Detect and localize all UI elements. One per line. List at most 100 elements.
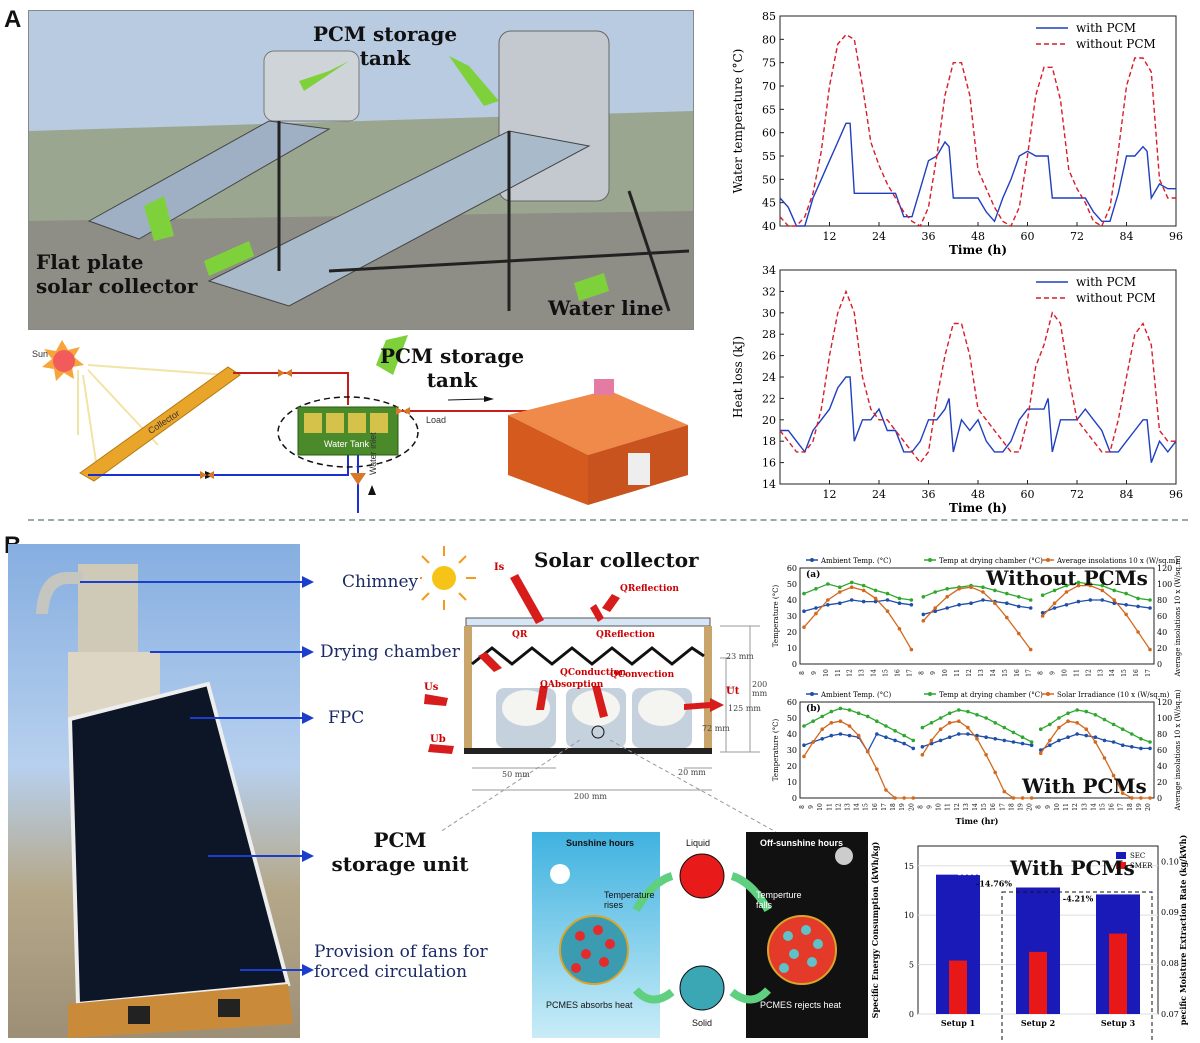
x-tick-label: 18	[1008, 803, 1015, 811]
data-point	[1136, 604, 1140, 609]
x-tick-label: 16	[1109, 803, 1116, 811]
data-point	[929, 738, 934, 743]
x-tick-label: 10	[942, 669, 949, 677]
data-point	[820, 737, 825, 741]
x-tick-label: 17	[999, 803, 1006, 811]
data-point	[1040, 614, 1045, 618]
x-tick-label: 96	[1169, 488, 1183, 501]
schematic-pcm-tank-label: PCM storage tank	[372, 344, 532, 392]
data-point	[933, 590, 938, 594]
legend-entry: without PCM	[1076, 37, 1156, 51]
data-point	[1111, 722, 1116, 727]
data-point	[820, 714, 825, 719]
data-point	[847, 733, 852, 738]
data-point	[1111, 773, 1116, 778]
data-point	[873, 599, 878, 604]
y-tick-label: 0	[792, 794, 797, 803]
schematic-diagram	[42, 335, 688, 513]
y-tick-label: 28	[762, 328, 776, 341]
x-tick-label: 84	[1120, 230, 1134, 243]
label-qreflection: QReflection	[596, 630, 655, 640]
cross-section-drawing	[412, 546, 777, 833]
data-point	[802, 743, 806, 747]
y-tick-label: 80	[762, 33, 776, 46]
y-tick-label: 22	[762, 392, 776, 405]
data-point	[993, 721, 998, 725]
data-point	[938, 716, 943, 720]
sec-smer-bar-chart: 0 5 10 15 0.07 0.08 0.09 0.10 Specific Energy Co…	[870, 835, 1188, 1040]
data-point	[1029, 740, 1034, 744]
x-tick-label: 15	[981, 803, 988, 811]
data-point	[1029, 743, 1034, 747]
x-tick-label: 10	[823, 669, 830, 677]
data-point	[1084, 733, 1089, 738]
data-point	[966, 732, 970, 736]
y2-axis-label: Average insolations 10 x (W/sq.m)	[1174, 690, 1182, 812]
data-point	[1066, 711, 1070, 715]
data-point	[957, 603, 961, 607]
series-line-without-pcm	[779, 289, 1176, 464]
data-point	[1052, 588, 1057, 593]
collector-cross-section: Solar collector Is QReflection QR QRefle…	[412, 538, 780, 834]
y2-tick-label: 80	[1157, 730, 1167, 739]
legend-entry: Ambient Temp. (°C)	[820, 557, 892, 565]
data-point	[993, 737, 998, 741]
x-tick-label: 8	[918, 671, 925, 675]
data-point	[875, 767, 879, 771]
with-pcms-label-1: With PCMs	[1022, 774, 1147, 798]
data-point	[945, 587, 949, 591]
x-tick-label: 8	[1038, 671, 1045, 675]
data-point	[1075, 708, 1079, 712]
y-tick-label: 40	[762, 220, 776, 233]
data-point	[814, 587, 818, 591]
data-point	[1048, 722, 1052, 727]
data-point	[829, 709, 834, 714]
data-point	[826, 603, 830, 607]
x-tick-label: 14	[972, 803, 979, 811]
data-point	[1093, 740, 1098, 744]
y-axis-label: Temperature (°C)	[772, 719, 780, 782]
data-point	[984, 735, 988, 739]
x-tick-label: 13	[1097, 669, 1104, 677]
x-tick-label: 12	[823, 230, 837, 243]
x-tick-label: 12	[954, 803, 961, 811]
data-point	[1005, 615, 1009, 620]
y-tick-label: 14	[762, 478, 776, 491]
collector-label-line1: Flat plate	[36, 250, 144, 274]
x-tick-label: 18	[1127, 803, 1134, 811]
x-tick-label: 17	[1145, 669, 1152, 677]
data-point	[838, 719, 843, 723]
y-tick-label: 60	[787, 698, 797, 707]
data-point	[1028, 598, 1033, 602]
data-point	[1016, 595, 1021, 599]
data-point	[1040, 611, 1045, 615]
y2-tick-label: 80	[1157, 596, 1167, 605]
solar-dryer-photo	[8, 544, 300, 1038]
data-point	[909, 647, 914, 652]
data-point	[875, 732, 879, 736]
series-line-with-pcm	[779, 122, 1176, 227]
x-tick-label: 9	[1045, 805, 1052, 809]
data-point	[1084, 727, 1089, 731]
data-point	[1048, 738, 1052, 743]
dim-50mm: 50 mm	[502, 770, 530, 779]
x-tick-label: Setup 1	[941, 1018, 975, 1028]
heat-loss-chart: 12 24 36 48 60 72 84 96 14 16 18 20 22 24 26 28 30 32 34 Ti…	[731, 264, 1183, 515]
panel-separator	[28, 519, 1188, 521]
data-point	[814, 611, 818, 616]
data-point	[814, 606, 818, 610]
x-tick-label: 10	[817, 803, 824, 811]
data-point	[969, 585, 973, 589]
y-tick-label: 70	[762, 80, 776, 93]
pcm-unit-line2: storage unit	[331, 852, 469, 876]
y-tick-label: 34	[762, 264, 776, 277]
data-point	[1075, 721, 1079, 725]
x-tick-label: 8	[1036, 805, 1043, 809]
x-tick-label: Setup 2	[1021, 1018, 1055, 1028]
data-point	[1120, 743, 1125, 747]
dim-20mm: 20 mm	[678, 768, 706, 777]
schematic-pcm-line1: PCM storage	[379, 344, 525, 368]
data-point	[902, 733, 906, 738]
data-point	[947, 735, 952, 739]
data-point	[1052, 606, 1057, 610]
